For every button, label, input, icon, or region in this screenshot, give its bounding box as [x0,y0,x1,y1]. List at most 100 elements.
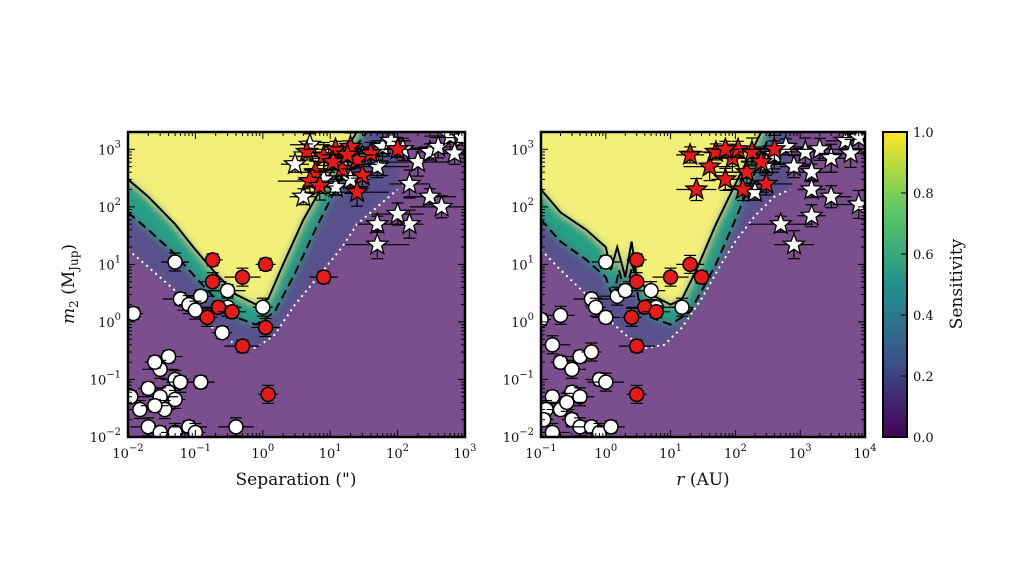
red-star-point [344,179,370,203]
y-tick-label: 103 [511,139,534,158]
white-circle-point [192,374,209,390]
red-circle-point [260,386,276,403]
x-tick-label: 101 [659,443,682,462]
y-tick-label: 10−1 [503,369,534,388]
white-star-point [417,183,442,208]
red-circle-point [662,269,679,285]
white-circle-point [192,288,209,304]
red-star-point [350,162,375,187]
y-tick-label: 102 [511,197,534,216]
red-star-point [713,136,738,160]
x-tick-label: 103 [789,443,812,462]
white-circle-point [598,309,614,326]
red-circle-point [682,256,698,273]
colorbar-tick-label: 1.0 [913,126,934,141]
white-circle-point [583,344,600,360]
red-star-point [335,142,360,166]
axes-frame [539,130,867,439]
white-circle-point [128,305,142,322]
x-tick-label: 100 [594,443,617,462]
white-circle-point [588,299,604,315]
markers [541,132,865,437]
red-star-point [358,140,383,164]
red-star-point [713,166,738,190]
red-star-point [385,136,410,160]
red-star-point [730,176,755,200]
white-circle-point [572,389,588,405]
colorbar-tick-label: 0.0 [913,431,934,446]
red-circle-point [628,386,645,403]
red-circle-point [210,299,227,315]
white-circle-point [598,374,614,390]
white-circle-point [167,254,183,270]
white-star-point [846,191,865,215]
white-star-point [365,153,390,178]
red-circle-point [224,304,240,320]
white-circle-point [219,282,236,299]
white-circle-point [228,419,244,435]
red-circle-point [628,273,645,290]
x-tick-label: 10−1 [525,443,556,462]
x-tick-label: 10−2 [112,443,143,462]
white-star-point [768,211,793,235]
left-panel: 10−2 10−1 100 101 102 103 10−2 10−1 100 101 102 103 [90,130,477,462]
white-circle-point [147,354,163,370]
y-tick-label: 102 [98,197,121,216]
colorbar-tick-label: 0.6 [913,248,934,263]
red-circle-point [234,338,251,354]
colorbar-tick-label: 0.4 [913,309,934,324]
red-circle-point [628,252,645,268]
white-circle-point [559,394,575,411]
white-circle-point [167,391,183,408]
red-circle-point [648,304,664,320]
y-tick-label: 101 [511,254,534,273]
red-star-point [762,136,787,160]
red-star-point [320,149,346,173]
colorbar: 0.0 0.2 0.4 0.6 0.8 1.0 Sensitivity [882,126,967,446]
white-circle-point [214,324,230,341]
white-circle-point [603,419,619,435]
x-tick-label: 10−1 [180,443,211,462]
ticks [540,131,866,438]
white-circle-point [140,380,157,397]
white-circle-point [552,307,569,324]
white-star-point [365,231,390,256]
white-circle-point [160,348,177,365]
colorbar-tick-label: 0.8 [913,187,934,202]
red-circle-point [628,338,645,354]
markers [128,132,465,437]
white-circle-point [132,401,148,418]
y-axis-label: m2 (MJup) [59,244,81,324]
white-star-point [799,176,824,200]
white-star-point [799,202,824,227]
red-circle-point [204,273,221,290]
white-circle-point [564,361,580,378]
x-tick-label: 103 [454,443,477,462]
red-star-point [739,139,765,163]
x-axis-label-left: Separation (") [236,470,357,490]
red-circle-point [693,269,710,285]
red-star-point [684,176,709,200]
white-circle-point [674,299,690,315]
colorbar-label: Sensitivity [947,238,967,329]
x-tick-label: 104 [854,443,877,462]
white-star-point [282,151,308,175]
y-tick-label: 100 [98,312,121,331]
ticks [127,131,466,438]
y-tick-label: 10−1 [90,369,121,388]
red-circle-point [315,269,332,285]
y-tick-label: 101 [98,254,121,273]
white-circle-point [544,337,561,353]
white-circle-point [544,424,561,437]
white-circle-point [147,397,163,414]
white-circle-point [128,389,139,405]
white-star-point [838,140,863,164]
white-circle-point [541,311,549,328]
white-star-point [781,153,807,178]
red-star-point [748,149,774,173]
white-circle-point [187,302,204,318]
x-tick-label: 102 [386,443,409,462]
y-tick-label: 103 [98,139,121,158]
